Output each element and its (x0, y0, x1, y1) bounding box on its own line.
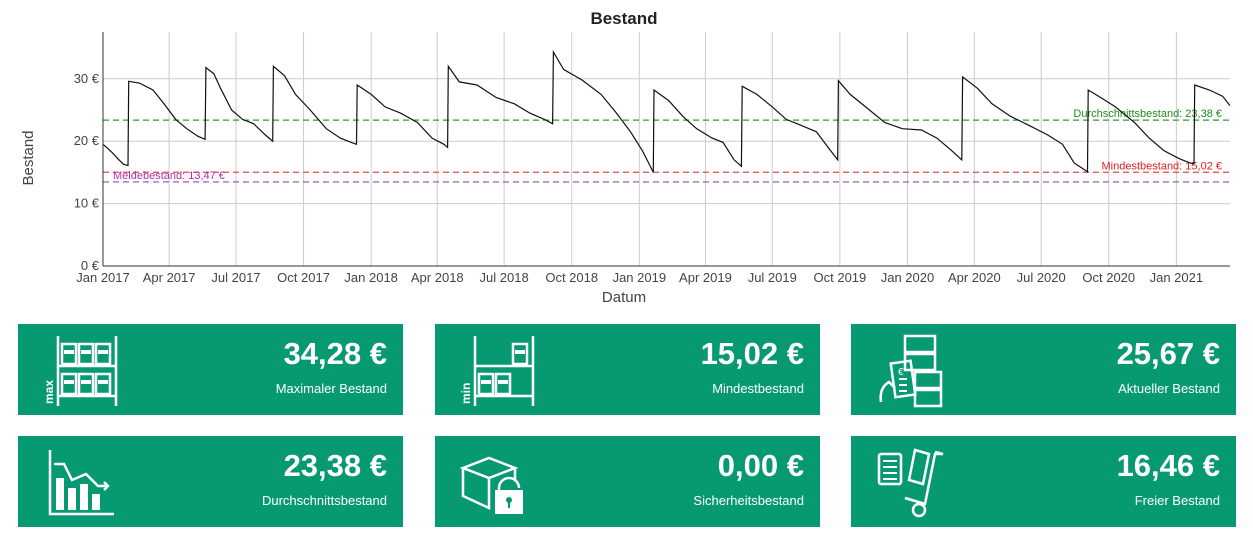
x-tick-label: Oct 2020 (1082, 270, 1135, 285)
x-tick-label: Apr 2019 (679, 270, 732, 285)
reference-line-label: Durchschnittsbestand: 23,38 € (1073, 108, 1222, 120)
card-value: 15,02 € (700, 336, 804, 371)
y-tick-labels: 0 € 10 € 20 € 30 € (74, 71, 100, 273)
x-tick-label: Jul 2019 (748, 270, 797, 285)
reference-line-label: Mindestbestand: 15,02 € (1102, 160, 1222, 172)
card-average-stock: 23,38 € Durchschnittsbestand (18, 436, 403, 527)
y-tick-label: 20 € (74, 133, 100, 148)
card-label: Freier Bestand (1134, 493, 1220, 508)
x-tick-label: Jul 2018 (480, 270, 529, 285)
card-label: Aktueller Bestand (1118, 381, 1220, 396)
card-label: Mindestbestand (712, 381, 804, 396)
reference-line-label: Meldebestand: 13,47 € (113, 170, 225, 182)
box-lock-icon (459, 456, 523, 514)
reference-lines: Durchschnittsbestand: 23,38 € Mindestbest… (103, 108, 1230, 183)
y-tick-label: 30 € (74, 71, 100, 86)
x-tick-label: Jul 2017 (211, 270, 260, 285)
card-value: 23,38 € (283, 448, 387, 483)
x-tick-label: Jan 2019 (613, 270, 667, 285)
series-line-bestand (102, 49, 1231, 173)
card-label: Sicherheitsbestand (693, 493, 804, 508)
card-value: 25,67 € (1116, 336, 1220, 371)
x-tick-label: Jan 2018 (344, 270, 398, 285)
y-tick-label: 10 € (74, 196, 100, 211)
bar-chart-icon (48, 450, 114, 516)
x-tick-label: Oct 2018 (545, 270, 598, 285)
x-tick-labels: Jan 2017 Apr 2017 Jul 2017 Oct 2017 Jan 2018… (76, 270, 1203, 285)
card-label: Maximaler Bestand (275, 381, 387, 396)
inventory-line-chart: Bestand 0 € 10 € 20 € 30 € Jan 2017 Apr 2017… (20, 9, 1231, 306)
x-tick-label: Jan 2020 (881, 270, 935, 285)
shelf-min-icon: min (459, 336, 535, 406)
chart-title: Bestand (590, 9, 657, 28)
shelf-max-icon: max (42, 336, 118, 406)
x-tick-label: Oct 2019 (814, 270, 867, 285)
x-tick-label: Apr 2020 (948, 270, 1001, 285)
hand-truck-icon (877, 448, 944, 518)
x-gridlines (102, 32, 1177, 266)
icon-caption: € (898, 367, 904, 378)
card-value: 34,28 € (283, 336, 387, 371)
icon-caption: max (42, 380, 56, 404)
card-label: Durchschnittsbestand (261, 493, 387, 508)
card-safety-stock: 0,00 € Sicherheitsbestand (435, 436, 820, 527)
x-tick-label: Jul 2020 (1017, 270, 1066, 285)
boxes-invoice-icon: € (879, 334, 943, 408)
x-tick-label: Jan 2017 (76, 270, 130, 285)
x-tick-label: Oct 2017 (277, 270, 330, 285)
card-value: 0,00 € (717, 448, 804, 483)
card-current-stock: € 25,67 € Aktueller Bestand (851, 324, 1236, 415)
x-tick-label: Apr 2017 (143, 270, 196, 285)
y-axis-title: Bestand (20, 130, 37, 185)
y-tick-label: 0 € (81, 258, 100, 273)
card-min-stock: min 15,02 € Mindestbestand (435, 324, 820, 415)
card-free-stock: 16,46 € Freier Bestand (851, 436, 1236, 527)
icon-caption: min (459, 383, 473, 404)
x-tick-label: Apr 2018 (411, 270, 464, 285)
card-max-stock: max 34,28 € Maximaler Bestand (18, 324, 403, 415)
card-value: 16,46 € (1116, 448, 1220, 483)
x-tick-label: Jan 2021 (1150, 270, 1204, 285)
x-axis-title: Datum (602, 289, 646, 306)
